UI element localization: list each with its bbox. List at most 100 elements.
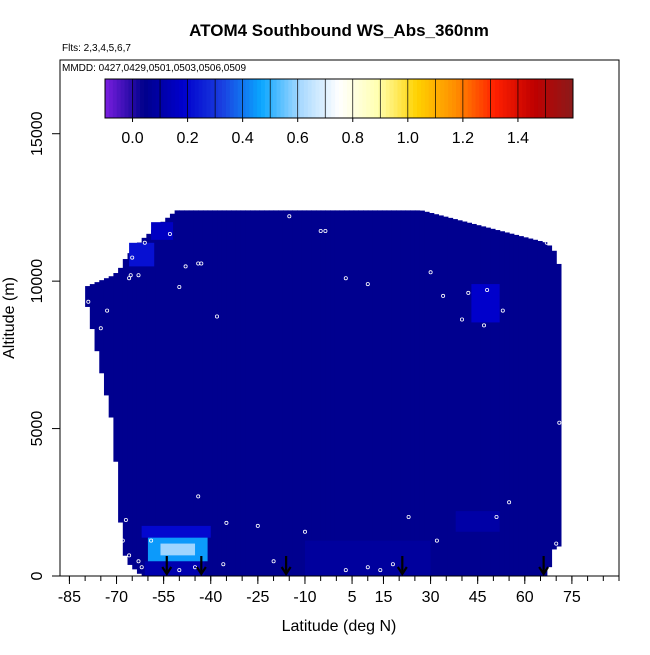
colorbar-segment xyxy=(171,79,176,118)
colorbar-segment xyxy=(307,79,313,118)
sample-point xyxy=(199,261,204,266)
heatmap-cell xyxy=(103,278,110,396)
heatmap-cell xyxy=(443,216,449,576)
heatmap-cell xyxy=(527,238,534,576)
sample-point xyxy=(365,565,370,570)
heatmap-cell xyxy=(193,210,199,576)
heatmap-cell xyxy=(513,234,520,576)
heatmap-cell xyxy=(113,273,119,462)
flights-subtitle: Flts: 2,3,4,5,6,7 xyxy=(62,43,131,54)
heatmap-cell xyxy=(523,237,529,576)
x-tick-label: -70 xyxy=(105,589,128,606)
colorbar-segment xyxy=(549,79,554,118)
colorbar-segment xyxy=(327,79,332,118)
heatmap-cell xyxy=(132,247,138,570)
sample-point xyxy=(318,228,323,233)
heatmap-cell xyxy=(424,211,430,576)
x-tick-label: 60 xyxy=(516,589,534,606)
heatmap-cell xyxy=(330,210,336,576)
heatmap-cell xyxy=(217,210,223,576)
colorbar-segment xyxy=(331,79,336,118)
sample-point xyxy=(378,568,383,573)
x-tick-label: 75 xyxy=(563,589,581,606)
colorbar-segment xyxy=(506,79,512,118)
colorbar-segment xyxy=(132,79,137,118)
heatmap-feature xyxy=(141,525,211,538)
heatmap-cell xyxy=(108,276,114,418)
sample-point xyxy=(136,559,141,564)
heatmap-cell xyxy=(254,210,261,576)
heatmap-cell xyxy=(461,221,468,576)
colorbar-segment xyxy=(358,79,363,118)
colorbar-segment xyxy=(354,79,359,118)
colorbar-segment xyxy=(210,79,215,118)
colorbar-segment xyxy=(502,79,508,118)
sample-point xyxy=(139,565,144,570)
heatmap-cell xyxy=(381,210,388,576)
heatmap-cell xyxy=(429,213,435,576)
colorbar-segment xyxy=(292,79,297,118)
sample-point xyxy=(554,541,559,546)
heatmap-cell xyxy=(367,210,374,576)
y-tick-label: 5000 xyxy=(29,411,46,447)
colorbar-segment xyxy=(569,79,574,118)
colorbar-segment xyxy=(420,79,426,118)
colorbar-segment xyxy=(144,79,149,118)
sample-point xyxy=(224,520,229,525)
sample-point xyxy=(149,538,154,543)
colorbar-segment xyxy=(276,79,281,118)
sample-point xyxy=(287,214,292,219)
colorbar-segment xyxy=(565,79,570,118)
heatmap-cell xyxy=(89,284,96,330)
heatmap-cell xyxy=(348,210,355,576)
y-tick-label: 0 xyxy=(29,571,46,580)
heatmap-cell xyxy=(414,210,421,576)
heatmap-cell xyxy=(504,232,510,576)
sample-point xyxy=(481,323,486,328)
sample-point xyxy=(128,273,133,278)
colorbar-segment xyxy=(452,79,457,118)
colorbar-segment xyxy=(448,79,453,118)
colorbar-segment xyxy=(206,79,211,118)
y-axis: 0 5000 10000 15000 xyxy=(29,111,60,580)
colorbar-segment xyxy=(537,79,543,118)
marker-arrow-head xyxy=(280,566,292,577)
sample-point xyxy=(127,276,132,281)
heatmap-cell xyxy=(325,210,331,576)
colorbar-segment xyxy=(159,79,164,118)
sample-point xyxy=(343,568,348,573)
heatmap-cell xyxy=(509,233,515,576)
marker-arrow-head xyxy=(195,566,207,577)
colorbar-segment xyxy=(272,79,278,118)
colorbar-segment xyxy=(245,79,250,118)
colorbar-segment xyxy=(463,79,469,118)
latitude-markers xyxy=(161,556,550,577)
colorbar-segment xyxy=(467,79,473,118)
colorbar-segment xyxy=(385,79,391,118)
dates-subtitle: MMDD: 0427,0429,0501,0503,0506,0509 xyxy=(62,63,246,74)
colorbar-segment xyxy=(389,79,395,118)
heatmap-cell xyxy=(250,210,256,576)
heatmap-cell xyxy=(546,245,553,568)
heatmap-cell xyxy=(400,210,407,576)
colorbar-segment xyxy=(155,79,161,118)
heatmap-cell xyxy=(259,210,265,576)
heatmap-cell xyxy=(226,210,232,576)
sample-point xyxy=(196,494,201,499)
heatmap-cell xyxy=(231,210,237,576)
sample-point xyxy=(177,284,182,289)
heatmap-cell xyxy=(118,267,124,523)
colorbar-segment xyxy=(487,79,492,118)
colorbar-segment xyxy=(381,79,387,118)
sample-point xyxy=(406,515,411,520)
heatmap-cell xyxy=(146,233,152,576)
colorbar-segment xyxy=(342,79,348,118)
heatmap-cell xyxy=(198,210,204,576)
marker-arrow-head xyxy=(538,566,550,577)
x-tick-label: 5 xyxy=(348,589,357,606)
x-axis-label: Latitude (deg N) xyxy=(282,618,397,635)
colorbar-segment xyxy=(311,79,317,118)
colorbar-tick-label: 0.4 xyxy=(232,130,254,147)
heatmap-feature xyxy=(304,540,431,576)
heatmap-cell xyxy=(494,230,501,576)
